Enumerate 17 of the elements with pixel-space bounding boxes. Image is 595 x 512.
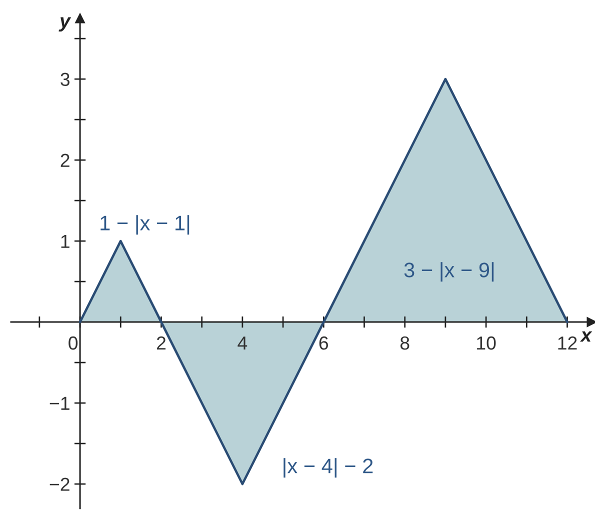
annotation: 1 − |x − 1| — [100, 215, 190, 235]
x-tick-label: 4 — [238, 336, 248, 350]
y-tick-label: 1 — [61, 234, 70, 248]
x-tick-label: 6 — [319, 336, 328, 350]
x-tick-label: 2 — [156, 336, 166, 350]
annotation: 3 − |x − 9| — [404, 262, 494, 282]
y-axis-title: y — [58, 17, 72, 32]
annotation: |x − 4| − 2 — [284, 458, 373, 478]
x-tick-label: 8 — [400, 336, 410, 350]
x-axis-title: x — [580, 331, 592, 342]
x-tick-label: 0 — [68, 336, 78, 350]
y-tick-label: −1 — [50, 396, 70, 410]
y-tick-label: 3 — [60, 72, 70, 86]
y-tick-label: −2 — [50, 478, 70, 491]
x-tick-label: 10 — [477, 336, 496, 350]
x-tick-label: 12 — [558, 336, 577, 350]
y-tick-label: 2 — [60, 154, 70, 167]
